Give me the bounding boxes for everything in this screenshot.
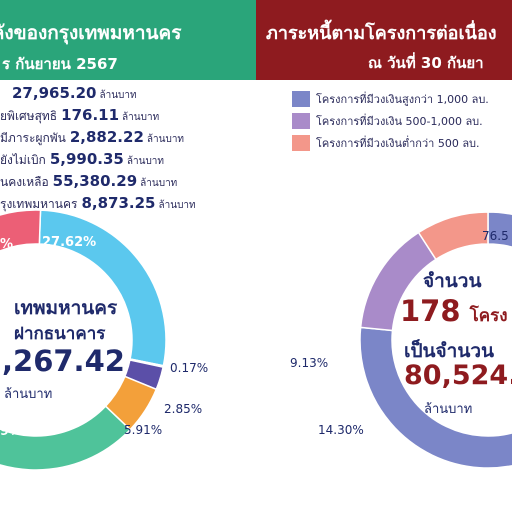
stat-label: มีภาระผูกพัน [0, 131, 66, 145]
donut-slice [417, 211, 489, 261]
projects-donut-chart: 76.5 9.13% 14.30% [290, 211, 512, 469]
donut-slice [359, 211, 512, 469]
stat-row: 27,965.20 ล้านบาท [0, 84, 256, 106]
stat-row: มีภาระผูกพัน 2,882.22 ล้านบาท [0, 128, 256, 150]
stat-value: 5,990.35 [49, 150, 124, 168]
project-legend: โครงการที่มีวงเงินสูงกว่า 1,000 ลบ. โครง… [292, 88, 507, 154]
left-center-value: ,267.42 [2, 344, 125, 378]
treasury-stats-list: 27,965.20 ล้านบาท ยพิเศษสุทธิ 176.11 ล้า… [0, 84, 256, 216]
stat-value: 176.11 [61, 106, 120, 124]
slice-label: 9.13% [290, 356, 328, 370]
stat-row: ยังไม่เบิก 5,990.35 ล้านบาท [0, 150, 256, 172]
stat-unit: ล้านบาท [146, 134, 185, 145]
stat-unit: ล้านบาท [140, 178, 178, 189]
continuing-projects-debt-panel: ภาระหนี้ตามโครงการต่อเนื่อง ณ วันที่ 30 … [256, 0, 512, 512]
left-header: คลังของกรุงเทพมหานคร ร กันยายน 2567 [0, 0, 256, 80]
stat-label: ยังไม่เบิก [0, 153, 46, 167]
left-center-line1: เทพมหานคร [14, 297, 118, 319]
stat-value: 2,882.22 [69, 128, 144, 146]
left-center-unit: ล้านบาท [4, 387, 53, 402]
bangkok-treasury-panel: คลังของกรุงเทพมหานคร ร กันยายน 2567 27,9… [0, 0, 256, 471]
slice-label: % [0, 237, 13, 252]
legend-label: โครงการที่มีวงเงินต่ำกว่า 500 ลบ. [316, 137, 480, 150]
stat-value: 8,873.25 [81, 194, 156, 212]
stat-label: รุงเทพมหานคร [0, 197, 78, 211]
stat-value: 27,965.20 [12, 84, 97, 102]
right-center-unit: ล้านบาท [424, 402, 473, 417]
stat-unit: ล้านบาท [99, 90, 137, 101]
legend-item: โครงการที่มีวงเงินสูงกว่า 1,000 ลบ. [292, 88, 507, 110]
treasury-donut-chart: 27.62% % 0.17% 2.85% 5.91% 9% [0, 209, 208, 471]
stat-unit: ล้านบาท [158, 200, 196, 211]
right-center-count-row: 178 โครง [400, 294, 508, 329]
legend-swatch [292, 113, 310, 129]
donut-slice [0, 209, 42, 252]
legend-item: โครงการที่มีวงเงิน 500-1,000 ลบ. [292, 110, 507, 132]
slice-label: 9% [0, 424, 22, 439]
stat-unit: ล้านบาท [122, 112, 160, 123]
right-center-line3: เป็นจำนวน [404, 340, 494, 362]
slice-label: 0.17% [170, 361, 208, 375]
slice-label: 14.30% [318, 423, 364, 437]
project-count: 178 [400, 294, 461, 328]
left-header-title: คลังของกรุงเทพมหานคร [0, 22, 182, 44]
stat-value: 55,380.29 [52, 172, 138, 190]
stat-row: รุงเทพมหานคร 8,873.25 ล้านบาท [0, 194, 256, 216]
right-header-title: ภาระหนี้ตามโครงการต่อเนื่อง [266, 23, 497, 44]
legend-swatch [292, 91, 310, 107]
left-center-line2: ฝากธนาคาร [14, 324, 106, 344]
slice-label: 2.85% [164, 402, 202, 416]
legend-label: โครงการที่มีวงเงิน 500-1,000 ลบ. [316, 115, 483, 128]
slice-label: 27.62% [42, 235, 96, 250]
slice-label: 76.5 [482, 229, 509, 243]
legend-swatch [292, 135, 310, 151]
right-center-line1: จำนวน [423, 270, 482, 292]
right-header-subtitle: ณ วันที่ 30 กันยา [368, 54, 484, 72]
project-count-unit: โครง [469, 306, 508, 326]
right-header: ภาระหนี้ตามโครงการต่อเนื่อง ณ วันที่ 30 … [256, 0, 512, 80]
slice-label: 5.91% [124, 423, 162, 437]
right-center-value: 80,524. [404, 360, 512, 391]
stat-label: ยพิเศษสุทธิ [0, 109, 58, 123]
stat-label: นคงเหลือ [0, 175, 49, 189]
stat-unit: ล้านบาท [126, 156, 164, 167]
legend-label: โครงการที่มีวงเงินสูงกว่า 1,000 ลบ. [316, 93, 489, 106]
legend-item: โครงการที่มีวงเงินต่ำกว่า 500 ลบ. [292, 132, 507, 154]
left-header-subtitle: ร กันยายน 2567 [2, 55, 118, 73]
stat-row: นคงเหลือ 55,380.29 ล้านบาท [0, 172, 256, 194]
donut-slice [0, 405, 132, 471]
stat-row: ยพิเศษสุทธิ 176.11 ล้านบาท [0, 106, 256, 128]
